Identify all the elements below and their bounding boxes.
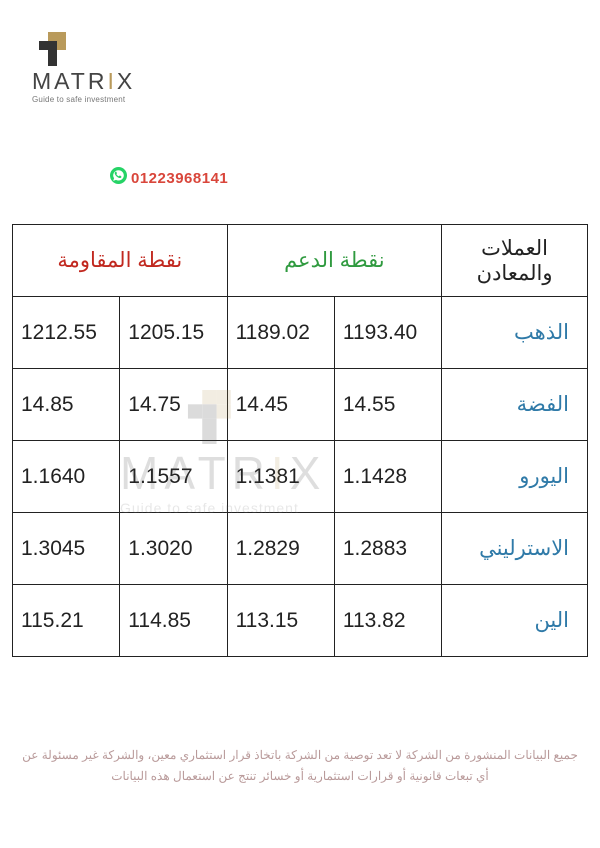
contact-row: 01223968141 — [110, 167, 228, 189]
cell-s2: 113.15 — [227, 585, 334, 657]
table-row: 1212.55 1205.15 1189.02 1193.40 الذهب — [13, 297, 588, 369]
cell-s1: 1193.40 — [334, 297, 441, 369]
header-resistance: نقطة المقاومة — [13, 225, 228, 297]
cell-label: الذهب — [442, 297, 588, 369]
cell-s2: 1189.02 — [227, 297, 334, 369]
cell-r1: 1.3020 — [120, 513, 227, 585]
table-row: 1.3045 1.3020 1.2829 1.2883 الاسترليني — [13, 513, 588, 585]
table-row: 14.85 14.75 14.45 14.55 الفضة — [13, 369, 588, 441]
cell-r2: 14.85 — [13, 369, 120, 441]
cell-s1: 113.82 — [334, 585, 441, 657]
cell-r1: 14.75 — [120, 369, 227, 441]
brand-tagline: Guide to safe investment — [32, 95, 135, 104]
table-row: 115.21 114.85 113.15 113.82 الين — [13, 585, 588, 657]
table-row: 1.1640 1.1557 1.1381 1.1428 اليورو — [13, 441, 588, 513]
cell-r2: 1.3045 — [13, 513, 120, 585]
logo-block: MATRIX Guide to safe investment — [32, 32, 135, 104]
cell-r2: 1212.55 — [13, 297, 120, 369]
cell-s1: 14.55 — [334, 369, 441, 441]
cell-r1: 114.85 — [120, 585, 227, 657]
header-support: نقطة الدعم — [227, 225, 442, 297]
cell-s2: 1.2829 — [227, 513, 334, 585]
cell-r1: 1205.15 — [120, 297, 227, 369]
cell-s2: 14.45 — [227, 369, 334, 441]
logo-icon — [34, 32, 68, 66]
cell-r2: 115.21 — [13, 585, 120, 657]
cell-r2: 1.1640 — [13, 441, 120, 513]
cell-label: الفضة — [442, 369, 588, 441]
brand-name: MATRIX — [32, 68, 135, 95]
cell-s1: 1.1428 — [334, 441, 441, 513]
cell-label: الاسترليني — [442, 513, 588, 585]
cell-s1: 1.2883 — [334, 513, 441, 585]
cell-label: الين — [442, 585, 588, 657]
rates-table: نقطة المقاومة نقطة الدعم العملات والمعاد… — [12, 224, 588, 657]
table-header-row: نقطة المقاومة نقطة الدعم العملات والمعاد… — [13, 225, 588, 297]
cell-label: اليورو — [442, 441, 588, 513]
cell-s2: 1.1381 — [227, 441, 334, 513]
disclaimer-text: جميع البيانات المنشورة من الشركة لا تعد … — [20, 745, 580, 786]
phone-number: 01223968141 — [131, 170, 228, 187]
whatsapp-icon — [110, 167, 127, 189]
header-category: العملات والمعادن — [442, 225, 588, 297]
cell-r1: 1.1557 — [120, 441, 227, 513]
